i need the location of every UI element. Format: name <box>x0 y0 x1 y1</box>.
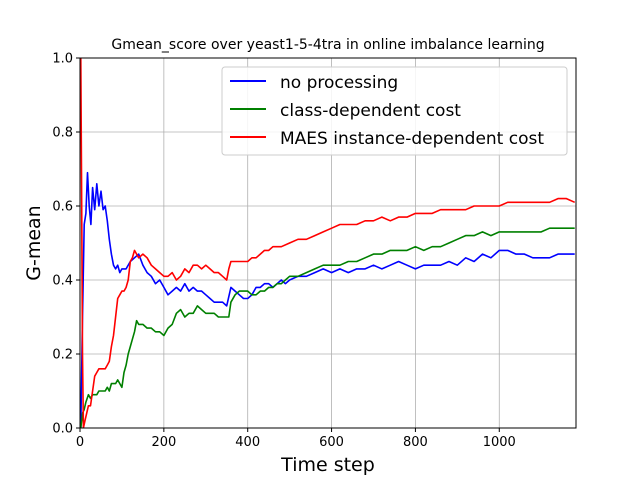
y-tick-label: 1.0 <box>52 52 73 67</box>
series-line-no-processing <box>80 171 575 428</box>
x-tick-label: 400 <box>235 435 260 450</box>
y-tick-label: 0.0 <box>52 422 73 437</box>
series-line-maes-instance-dependent-cost <box>80 58 576 428</box>
legend-box <box>221 66 568 156</box>
x-tick-label: 800 <box>403 435 428 450</box>
series-line-class-dependent-cost <box>80 227 575 428</box>
legend: no processing class-dependent cost MAES … <box>221 66 568 156</box>
y-tick-label: 0.8 <box>52 126 73 141</box>
plot-frame <box>79 57 577 429</box>
x-axis-title: Time step <box>280 454 375 476</box>
legend-label-no-processing: no processing <box>280 73 398 93</box>
x-tick-label: 1000 <box>483 435 516 450</box>
y-tick-label: 0.6 <box>52 200 73 215</box>
y-tick-label: 0.4 <box>52 274 73 289</box>
y-tick-label: 0.2 <box>52 348 73 363</box>
x-tick-label: 0 <box>76 435 84 450</box>
x-tick-label: 600 <box>319 435 344 450</box>
axis-ticks: 0 200 400 600 800 1000 0.0 0.2 0.4 0.6 0.8 1.0 <box>52 52 516 451</box>
x-tick-label: 200 <box>151 435 176 450</box>
series-area <box>80 58 576 428</box>
y-axis-title: G-mean <box>23 205 45 280</box>
legend-label-maes-instance-dependent-cost: MAES instance-dependent cost <box>280 129 544 149</box>
legend-label-class-dependent-cost: class-dependent cost <box>280 101 461 121</box>
chart-title: Gmean_score over yeast1-5-4tra in online… <box>111 37 544 53</box>
